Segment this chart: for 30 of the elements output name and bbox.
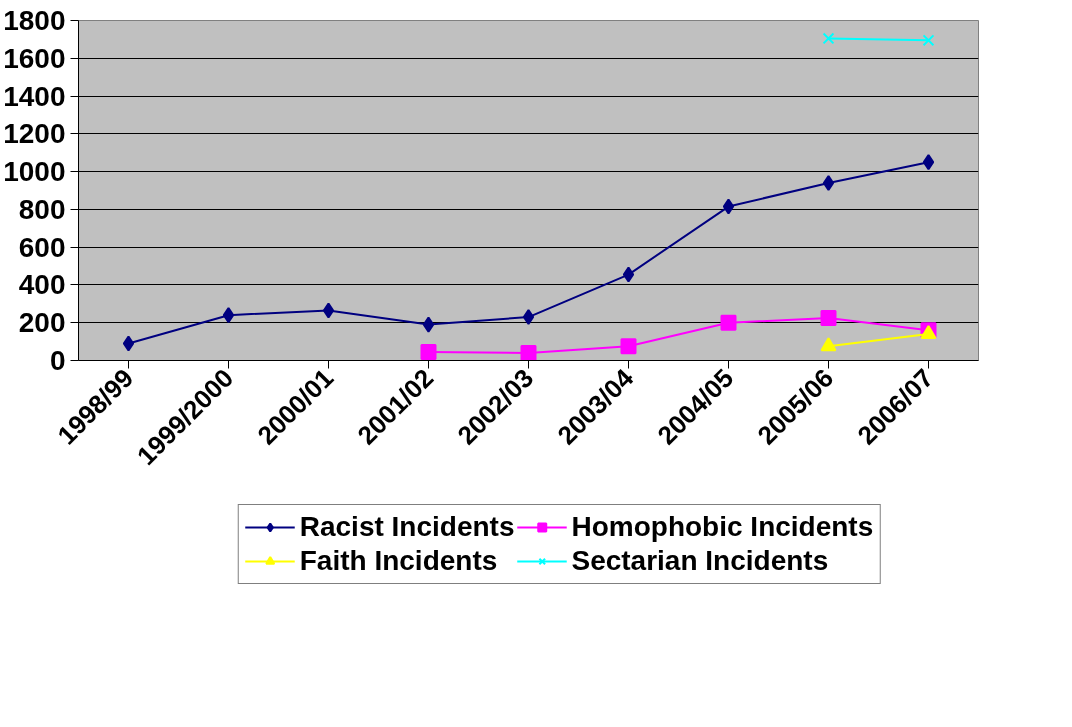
y-tick-label: 0 (49, 345, 66, 376)
y-tick-label: 1800 (3, 5, 66, 36)
y-tick-label: 200 (18, 307, 66, 339)
point (622, 266, 635, 283)
point (522, 309, 535, 326)
point (420, 344, 437, 360)
point (820, 310, 837, 326)
point (322, 302, 335, 319)
point (122, 335, 135, 352)
point (620, 338, 637, 355)
legend-label: Faith Incidents (299, 545, 498, 577)
y-tick-label: 1400 (3, 80, 66, 112)
y-tick-label: 1600 (3, 42, 66, 74)
y-tick-label: 400 (18, 269, 66, 301)
point (922, 34, 935, 47)
legend-label: Racist Incidents (299, 511, 515, 543)
legend-label: Homophobic Incidents (571, 511, 874, 543)
point (222, 307, 235, 324)
point (822, 174, 835, 191)
y-tick-label: 1000 (3, 156, 66, 188)
point (722, 198, 735, 215)
point (422, 316, 435, 333)
legend-label: Sectarian Incidents (571, 545, 829, 577)
point (520, 344, 537, 361)
point (922, 154, 935, 171)
point (720, 314, 737, 331)
y-tick-label: 800 (18, 193, 66, 225)
y-tick-label: 1200 (3, 118, 66, 150)
point (822, 32, 835, 45)
y-tick-label: 600 (18, 231, 66, 263)
